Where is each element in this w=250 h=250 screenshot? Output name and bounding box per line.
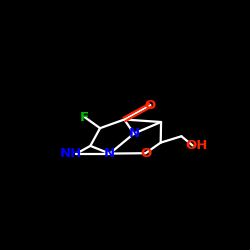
Text: NH: NH xyxy=(60,147,82,160)
Text: N: N xyxy=(128,127,140,140)
Text: N: N xyxy=(104,147,115,160)
Text: OH: OH xyxy=(186,139,208,152)
Text: O: O xyxy=(140,147,151,160)
Text: O: O xyxy=(145,98,156,112)
Text: F: F xyxy=(80,110,89,124)
